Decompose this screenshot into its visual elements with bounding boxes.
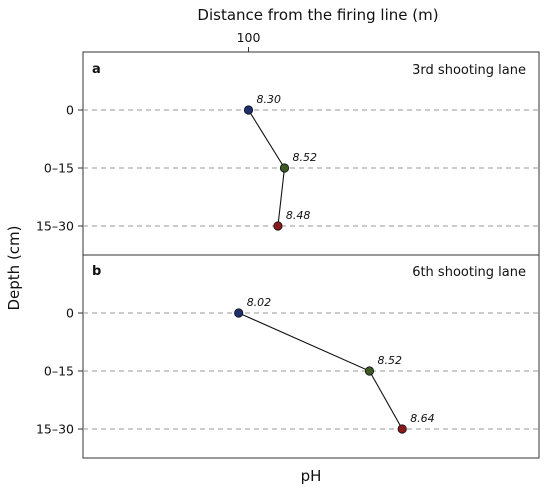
point-a-0-1 — [279, 163, 290, 173]
panel-b-letter: b — [92, 264, 101, 279]
data-label-a-0-2: 8.48 — [286, 209, 311, 222]
panel-b-frame — [82, 254, 540, 459]
panel-b-plot: 00–1515–308.028.528.648.038.308.488.788.… — [36, 296, 539, 437]
data-label-a-0-1: 8.52 — [292, 151, 317, 164]
point-a-0-2 — [273, 221, 283, 231]
point-b-0-0 — [234, 308, 244, 318]
y-tick-label-a-1: 0–15 — [44, 161, 74, 176]
y-tick-label-b-0: 0 — [66, 306, 74, 321]
y-tick-label-a-2: 15–30 — [36, 219, 74, 234]
panel-b-title: 6th shooting lane — [412, 265, 526, 280]
data-label-b-0-1: 8.52 — [377, 354, 402, 367]
panel-b: b 6th shooting lane — [82, 254, 540, 459]
top-axis-title: Distance from the firing line (m) — [197, 6, 438, 24]
point-a-0-0 — [243, 105, 254, 115]
y-axis-title: Depth (cm) — [5, 225, 23, 310]
data-label-b-0-2: 8.64 — [410, 412, 435, 425]
point-b-0-1 — [364, 366, 375, 376]
y-tick-label-b-2: 15–30 — [36, 422, 74, 437]
x-axis-title: pH — [301, 467, 322, 485]
top-tick-label-0: 100 — [237, 30, 261, 45]
data-label-a-0-0: 8.30 — [257, 93, 282, 106]
point-b-0-2 — [397, 424, 407, 434]
data-label-b-0-0: 8.02 — [247, 296, 272, 309]
plot-layer: 00–1515–308.308.528.487.508.628.678.948.… — [36, 93, 539, 437]
panel-a-title: 3rd shooting lane — [412, 63, 526, 78]
y-tick-label-a-0: 0 — [66, 103, 74, 118]
panel-a-plot: 00–1515–308.308.528.487.508.628.678.948.… — [36, 93, 539, 234]
top-axis-ticks: 100200250 — [237, 30, 261, 52]
panel-a-letter: a — [92, 62, 101, 77]
y-tick-label-b-1: 0–15 — [44, 364, 74, 379]
